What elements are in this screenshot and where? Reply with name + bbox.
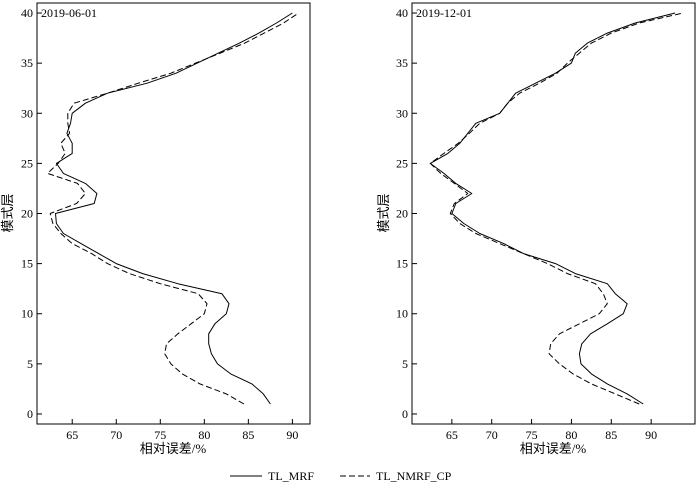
y-tick-label: 20 [396, 207, 408, 221]
y-axis-label: 模式层 [0, 193, 15, 232]
y-axis: 0 5 10 15 20 25 30 35 40 [21, 6, 42, 421]
y-tick-label: 30 [396, 106, 408, 120]
legend: TL_MRF TL_NMRF_CP [230, 469, 452, 483]
y-tick-label: 0 [27, 407, 33, 421]
x-tick-label: 85 [242, 428, 254, 442]
y-tick-label: 30 [21, 106, 33, 120]
x-tick-label: 75 [526, 428, 538, 442]
panel-title: 2019-06-01 [41, 6, 97, 20]
series-group [429, 12, 684, 405]
y-axis: 0 5 10 15 20 25 30 35 40 [396, 6, 417, 421]
x-tick-label: 70 [110, 428, 122, 442]
panel-right: 2019-12-01 65 70 75 80 85 90 0 5 10 15 20 25 30 35 40… [376, 2, 696, 456]
y-tick-label: 5 [402, 357, 408, 371]
x-tick-label: 90 [286, 428, 298, 442]
y-tick-label: 25 [396, 156, 408, 170]
plot-frame [411, 2, 696, 425]
plot-frame [36, 2, 311, 425]
series-group [47, 12, 299, 405]
legend-label-tl-mrf: TL_MRF [268, 469, 314, 483]
panel-left: 2019-06-01 65 70 75 80 85 90 0 5 10 15 20 25 30 35 40… [0, 2, 311, 456]
x-tick-label: 90 [645, 428, 657, 442]
x-tick-label: 80 [565, 428, 577, 442]
x-tick-label: 75 [154, 428, 166, 442]
series-line-tl-nmrf-cp [47, 12, 299, 405]
y-tick-label: 40 [396, 6, 408, 20]
x-axis-label: 相对误差/% [140, 441, 207, 456]
y-tick-label: 0 [402, 407, 408, 421]
x-axis: 65 70 75 80 85 90 [66, 419, 298, 442]
y-tick-label: 35 [21, 56, 33, 70]
y-tick-label: 10 [396, 307, 408, 321]
y-tick-label: 15 [396, 257, 408, 271]
y-tick-label: 35 [396, 56, 408, 70]
series-line-tl-mrf [429, 12, 676, 405]
series-line-tl-nmrf-cp [429, 12, 684, 405]
legend-label-tl-nmrf-cp: TL_NMRF_CP [376, 469, 452, 483]
y-tick-label: 5 [27, 357, 33, 371]
y-tick-label: 20 [21, 207, 33, 221]
y-axis-label: 模式层 [376, 193, 391, 232]
x-tick-label: 65 [446, 428, 458, 442]
x-axis: 65 70 75 80 85 90 [446, 419, 657, 442]
x-tick-label: 70 [486, 428, 498, 442]
x-tick-label: 80 [198, 428, 210, 442]
y-tick-label: 40 [21, 6, 33, 20]
x-axis-label: 相对误差/% [520, 441, 587, 456]
series-line-tl-mrf [55, 12, 293, 405]
x-tick-label: 85 [605, 428, 617, 442]
panel-title: 2019-12-01 [416, 6, 472, 20]
y-tick-label: 10 [21, 307, 33, 321]
x-tick-label: 65 [66, 428, 78, 442]
y-tick-label: 15 [21, 257, 33, 271]
y-tick-label: 25 [21, 156, 33, 170]
